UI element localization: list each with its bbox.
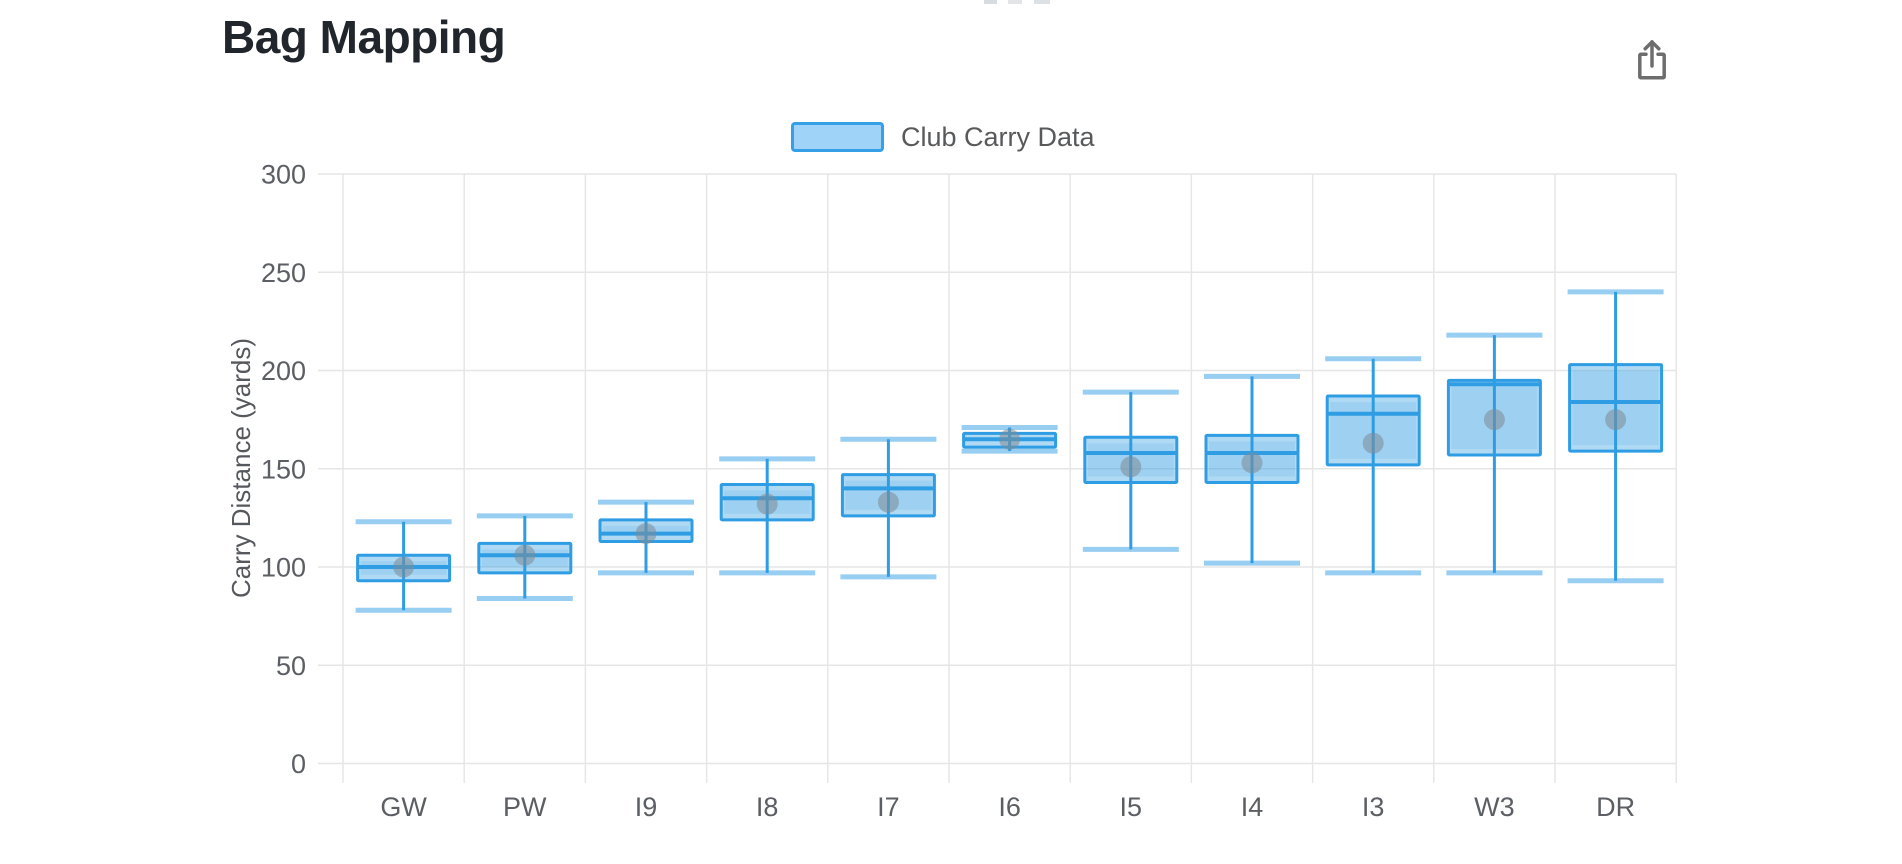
boxplot-gw[interactable]	[355, 519, 452, 613]
y-axis-title: Carry Distance (yards)	[226, 338, 256, 598]
mean-dot	[999, 428, 1021, 450]
legend-label: Club Carry Data	[901, 121, 1095, 152]
x-category-label-w3: W3	[1474, 792, 1515, 822]
x-category-label-i9: I9	[635, 792, 658, 822]
page-title: Bag Mapping	[222, 11, 506, 63]
y-tick-labels: 0 50 100 150 200 250 300	[261, 160, 306, 780]
x-category-label-i8: I8	[756, 792, 779, 822]
legend-swatch	[791, 122, 884, 152]
mean-dot	[877, 491, 899, 513]
mean-dot	[635, 523, 657, 545]
boxplot-pw[interactable]	[476, 513, 573, 601]
y-tick-label-0: 0	[291, 749, 306, 779]
mean-dot	[1362, 432, 1384, 454]
x-category-label-dr: DR	[1596, 792, 1635, 822]
x-category-label-i6: I6	[998, 792, 1021, 822]
iqr-box-inner	[1572, 370, 1659, 446]
mean-dot	[756, 493, 778, 515]
y-tick-label-150: 150	[261, 454, 306, 484]
boxplot-i4[interactable]	[1204, 373, 1300, 566]
boxplot-i8[interactable]	[719, 456, 816, 576]
clipped-top-text-artifact	[984, 0, 1050, 4]
y-tick-label-300: 300	[261, 160, 306, 190]
horizontal-gridlines	[318, 173, 1677, 765]
mean-dot	[514, 544, 536, 566]
x-category-label-pw: PW	[503, 792, 547, 822]
x-category-label-gw: GW	[380, 792, 427, 822]
x-category-label-i3: I3	[1362, 792, 1385, 822]
x-category-labels: GW PW I9 I8 I7 I6 I5 I4 I3 W3 DR	[380, 792, 1635, 822]
x-category-label-i4: I4	[1241, 792, 1264, 822]
y-tick-label-100: 100	[261, 553, 306, 583]
mean-dot	[1605, 409, 1627, 431]
box-series	[355, 289, 1664, 613]
export-button[interactable]	[1620, 26, 1684, 92]
x-category-label-i7: I7	[877, 792, 900, 822]
vertical-gridlines	[342, 174, 1677, 783]
boxplot-i3[interactable]	[1325, 356, 1422, 576]
share-icon	[1638, 39, 1666, 79]
boxplot-i7[interactable]	[840, 436, 937, 580]
boxplot-w3[interactable]	[1446, 332, 1543, 576]
y-tick-label-250: 250	[261, 258, 306, 288]
iqr-box	[1568, 363, 1664, 453]
mean-dot	[1120, 456, 1142, 478]
boxplot-i6[interactable]	[961, 424, 1058, 454]
boxplot-i9[interactable]	[598, 499, 694, 576]
mean-dot	[1483, 409, 1505, 431]
legend[interactable]: Club Carry Data	[791, 121, 1095, 153]
y-tick-label-50: 50	[276, 651, 306, 681]
mean-dot	[1241, 452, 1263, 474]
boxplot-i5[interactable]	[1082, 389, 1179, 552]
x-category-label-i5: I5	[1120, 792, 1143, 822]
y-tick-label-200: 200	[261, 356, 306, 386]
mean-dot	[393, 556, 415, 578]
boxplot-dr[interactable]	[1567, 289, 1664, 584]
